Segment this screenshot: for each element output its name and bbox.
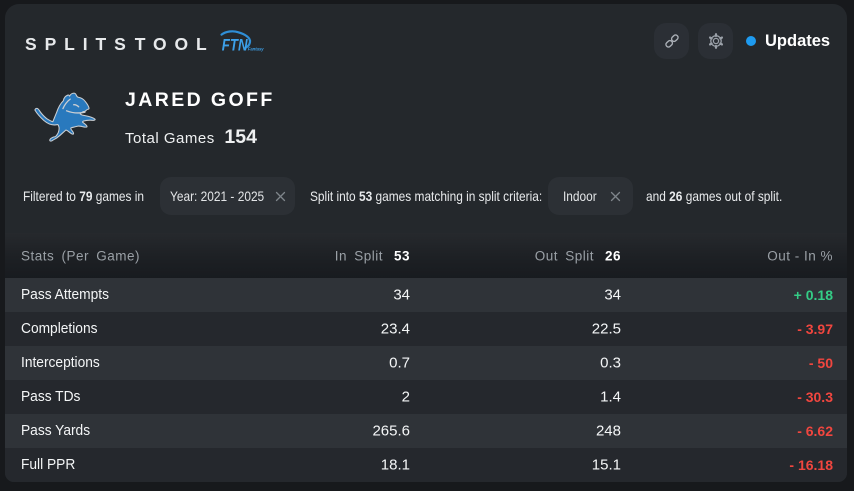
svg-text:Fantasy: Fantasy — [248, 47, 264, 52]
svg-text:FTN: FTN — [222, 36, 249, 54]
